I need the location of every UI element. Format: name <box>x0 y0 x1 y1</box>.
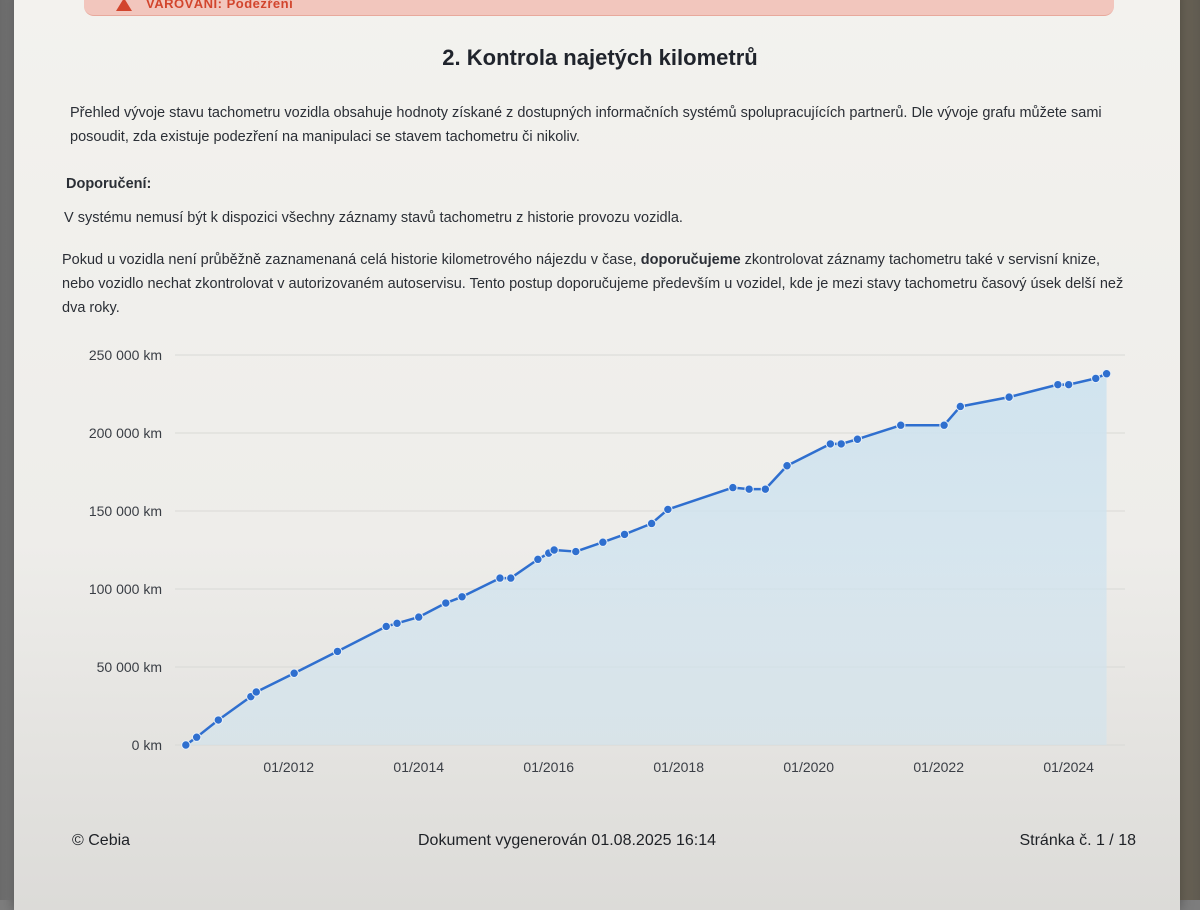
y-tick-label: 0 km <box>132 737 162 753</box>
footer-copyright: © Cebia <box>72 832 131 849</box>
data-point <box>506 573 516 583</box>
data-point <box>1101 369 1112 379</box>
data-point <box>939 420 949 430</box>
data-point <box>760 484 771 494</box>
data-point <box>213 715 224 725</box>
data-point <box>744 484 754 494</box>
recommendation-heading: Doporučení: <box>66 176 152 192</box>
data-point <box>663 504 673 515</box>
recommendation-text-end: zkontrolovat záznamy tachometru také v s… <box>62 252 1124 316</box>
recommendation-emphasis: doporučujeme <box>640 252 741 268</box>
data-point <box>571 546 581 557</box>
data-point <box>852 434 863 444</box>
recommendation-paragraph-2: Pokud u vozidla není průběžně zaznamenan… <box>62 248 1134 320</box>
data-point <box>392 618 402 629</box>
data-point <box>441 598 451 608</box>
data-point <box>1053 379 1063 390</box>
data-point <box>332 646 343 657</box>
x-tick-label: 01/2022 <box>913 759 964 775</box>
x-tick-label: 01/2016 <box>523 759 574 775</box>
x-tick-label: 01/2018 <box>653 759 704 775</box>
x-tick-label: 01/2020 <box>783 759 834 775</box>
data-point <box>1004 392 1014 402</box>
x-tick-label: 01/2014 <box>393 759 444 775</box>
data-point <box>381 621 391 632</box>
footer-generated: Dokument vygenerován 01.08.2025 16:14 <box>418 832 716 849</box>
warning-text: VAROVÁNÍ: Podezření <box>146 0 294 11</box>
data-point <box>825 439 836 449</box>
y-tick-label: 150 000 km <box>89 503 162 519</box>
data-point <box>181 740 191 750</box>
section-title: 2. Kontrola najetých kilometrů <box>442 45 758 70</box>
data-point <box>646 518 657 529</box>
warning-icon <box>116 0 132 11</box>
data-point <box>549 545 559 555</box>
data-point <box>457 592 467 602</box>
data-point <box>495 573 505 583</box>
y-tick-label: 50 000 km <box>97 659 162 675</box>
data-point <box>896 420 906 430</box>
data-point <box>251 687 261 697</box>
data-point <box>533 554 543 565</box>
y-tick-label: 250 000 km <box>89 347 162 363</box>
data-point <box>836 439 846 449</box>
footer-page-number: Stránka č. 1 / 18 <box>1019 832 1136 849</box>
data-point <box>619 529 630 540</box>
data-point <box>414 612 424 622</box>
data-point <box>782 461 792 471</box>
x-tick-label: 01/2024 <box>1043 759 1094 775</box>
data-point <box>289 668 299 678</box>
y-tick-label: 200 000 km <box>89 425 162 441</box>
data-point <box>598 537 608 547</box>
area-fill <box>185 373 1107 745</box>
y-tick-label: 100 000 km <box>89 581 162 597</box>
data-point <box>728 482 738 493</box>
data-point <box>955 401 966 412</box>
intro-paragraph: Přehled vývoje stavu tachometru vozidla … <box>70 105 1102 145</box>
recommendation-paragraph-1: V systému nemusí být k dispozici všechny… <box>64 210 683 226</box>
warning-banner <box>84 0 1114 16</box>
x-tick-label: 01/2012 <box>263 759 314 775</box>
data-point <box>191 732 202 742</box>
recommendation-text-start: Pokud u vozidla není průběžně zaznamenan… <box>62 252 641 268</box>
data-point <box>1063 379 1074 390</box>
data-point <box>1091 373 1101 384</box>
